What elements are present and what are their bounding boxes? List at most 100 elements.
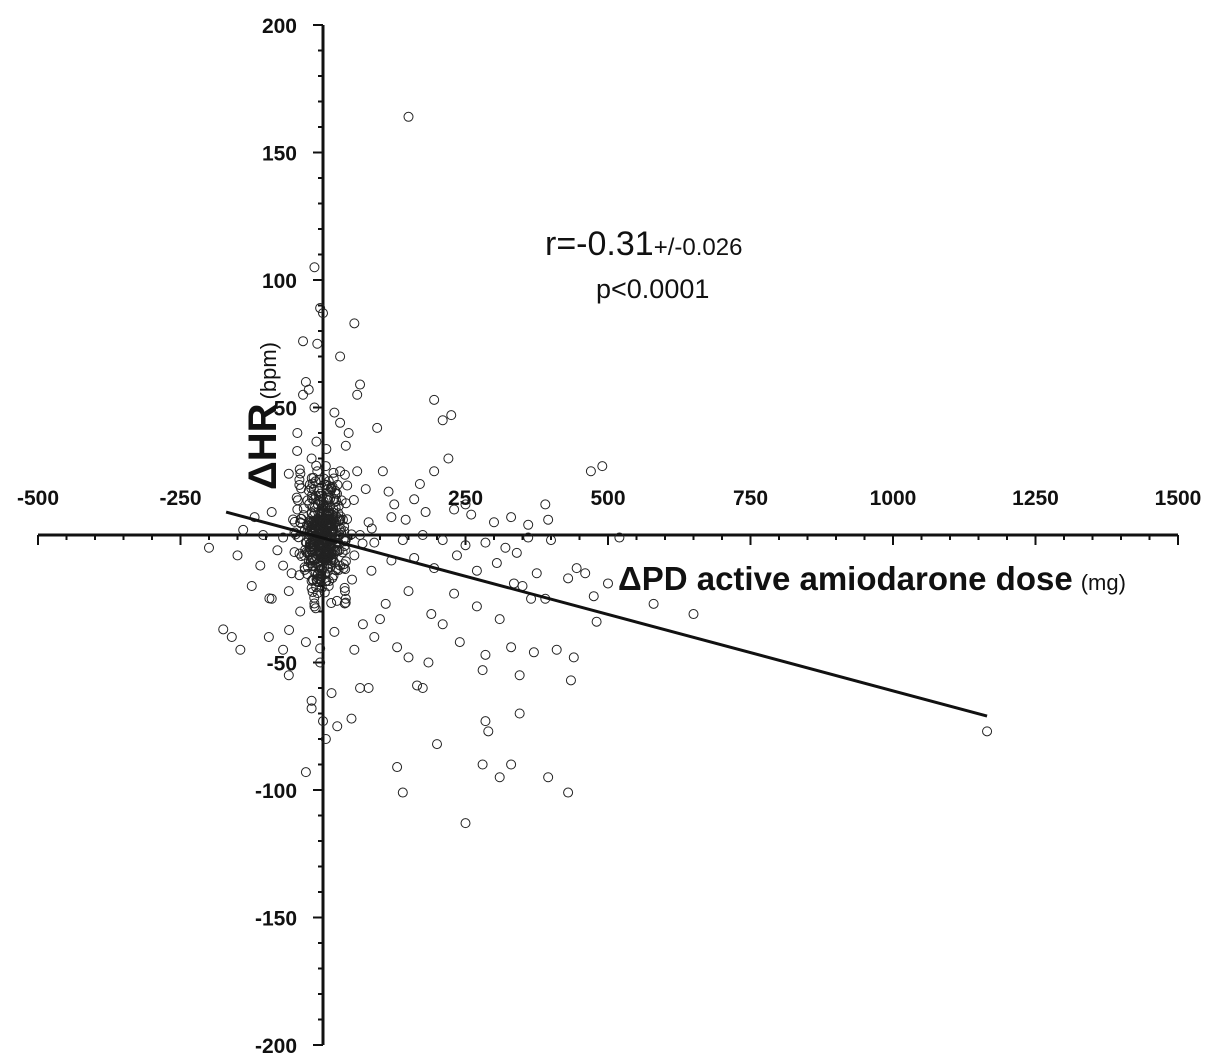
data-point [323, 509, 334, 520]
data-point [437, 415, 448, 426]
x-axis-title-main: ΔPD active amiodarone dose [618, 560, 1073, 597]
data-point [315, 657, 326, 668]
data-point [500, 542, 511, 553]
data-point [437, 535, 448, 546]
data-point [480, 537, 491, 548]
data-point [543, 514, 554, 525]
data-point [255, 560, 266, 571]
y-axis-title-unit: (bpm) [256, 342, 281, 399]
data-point [426, 609, 437, 620]
data-point [309, 262, 320, 273]
data-point [580, 568, 591, 579]
data-point [360, 484, 371, 495]
data-point [648, 598, 659, 609]
data-point [429, 466, 440, 477]
data-point [320, 734, 331, 744]
data-point [320, 545, 331, 556]
data-point [306, 695, 317, 706]
x-tick-label: -250 [159, 487, 201, 510]
data-point [603, 578, 613, 589]
data-point [300, 537, 311, 548]
data-point [294, 570, 305, 581]
data-point [392, 642, 403, 653]
data-point [307, 554, 318, 565]
data-point [506, 759, 517, 770]
y-tick-label: 50 [274, 398, 297, 421]
data-point [477, 759, 488, 770]
data-point [588, 591, 599, 602]
data-point [420, 507, 431, 518]
data-point [386, 512, 397, 523]
data-point [568, 652, 579, 663]
data-point [306, 703, 317, 714]
data-point [325, 494, 336, 505]
x-axis-title-unit: (mg) [1081, 570, 1126, 595]
data-point [314, 496, 325, 507]
data-point [366, 523, 377, 534]
data-point [319, 479, 330, 490]
data-point [528, 647, 539, 658]
data-point [585, 466, 596, 477]
y-axis-title: ΔHR (bpm) [241, 342, 285, 490]
data-point [318, 496, 329, 507]
data-point [218, 624, 229, 635]
data-point [477, 665, 488, 676]
data-point [235, 644, 246, 655]
data-point [437, 619, 448, 630]
data-point [333, 565, 344, 576]
data-point [266, 507, 277, 518]
data-point [511, 547, 522, 558]
data-point [292, 504, 303, 515]
data-point [380, 598, 391, 609]
data-point [352, 466, 363, 477]
data-point [295, 468, 306, 479]
y-tick-label: 150 [262, 143, 297, 166]
data-point [258, 530, 269, 540]
data-point [340, 498, 351, 509]
data-point [329, 626, 340, 637]
data-point [340, 593, 351, 604]
data-point [342, 514, 353, 525]
data-point [306, 522, 317, 533]
data-point [329, 407, 340, 418]
data-point [597, 461, 608, 472]
data-point [346, 713, 357, 724]
data-point [397, 787, 408, 798]
data-point [314, 542, 325, 553]
data-point [540, 499, 551, 510]
data-point [309, 601, 320, 612]
data-point [272, 545, 283, 556]
data-point [349, 644, 360, 655]
data-point [339, 598, 350, 609]
data-point [551, 644, 562, 655]
data-point [303, 555, 314, 566]
data-point [323, 581, 334, 591]
data-point [494, 772, 505, 783]
data-point [471, 565, 482, 576]
data-point [531, 568, 542, 579]
data-point [563, 787, 574, 798]
correlation-ci: +/-0.026 [654, 234, 743, 261]
data-point [400, 514, 411, 525]
data-point [284, 625, 295, 636]
correlation-r: r=-0.31 [545, 225, 654, 263]
data-point [312, 466, 323, 477]
x-tick-label: 1250 [1012, 487, 1059, 510]
x-tick-label: 750 [733, 487, 768, 510]
data-point [289, 547, 300, 558]
data-point [489, 517, 499, 528]
data-point [232, 550, 243, 561]
data-point [306, 483, 317, 494]
data-point [283, 468, 294, 479]
data-point [335, 351, 346, 362]
data-point [332, 721, 343, 732]
data-point [412, 680, 423, 691]
data-point [432, 739, 442, 750]
data-point [263, 632, 274, 642]
data-point [363, 683, 374, 693]
data-point [514, 670, 525, 681]
x-axis-title: ΔPD active amiodarone dose (mg) [618, 560, 1126, 597]
data-point [460, 540, 471, 551]
x-tick-label: 500 [590, 487, 625, 510]
data-point [303, 384, 314, 395]
